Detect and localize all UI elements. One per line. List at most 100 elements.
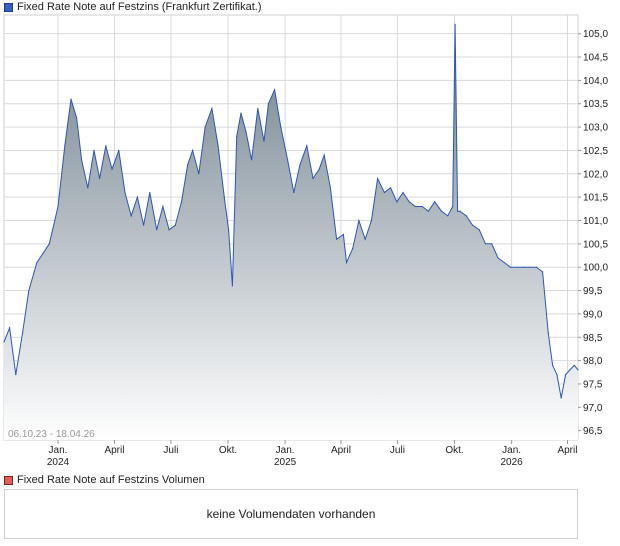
y-tick-label: 100,5 <box>583 239 608 250</box>
data-point <box>565 374 567 376</box>
y-tick-label: 104,5 <box>583 53 608 64</box>
data-point <box>383 191 385 194</box>
data-point <box>168 229 170 231</box>
data-point <box>552 364 554 366</box>
data-point <box>427 210 429 212</box>
data-point <box>217 145 219 147</box>
data-point <box>70 98 72 100</box>
data-point <box>236 135 238 137</box>
data-point <box>345 261 348 264</box>
price-legend-label: Fixed Rate Note auf Festzins (Frankfurt … <box>17 1 262 13</box>
data-point <box>64 145 66 147</box>
data-point <box>136 196 138 198</box>
data-point <box>342 233 344 236</box>
data-point <box>547 332 549 334</box>
data-point <box>478 229 480 231</box>
data-point <box>306 145 308 147</box>
data-point <box>560 397 562 399</box>
data-point <box>228 229 230 231</box>
y-tick-label: 102,5 <box>583 146 608 157</box>
x-tick-label: Juli <box>163 445 178 456</box>
y-tick-label: 97,5 <box>583 379 603 390</box>
price-legend-swatch <box>4 2 13 12</box>
data-point <box>240 112 242 114</box>
data-point <box>471 224 474 226</box>
data-point <box>364 238 366 240</box>
date-range-label: 06.10.23 - 18.04.26 <box>8 429 95 440</box>
data-point <box>28 289 30 292</box>
x-year-label: 2025 <box>274 457 297 468</box>
data-point <box>509 266 511 268</box>
data-point <box>452 205 454 208</box>
data-point <box>447 215 449 217</box>
data-point <box>162 205 164 208</box>
x-tick-label: Jan. <box>276 445 295 456</box>
x-tick-label: April <box>331 445 351 456</box>
data-point <box>87 187 89 189</box>
x-tick-label: Jan. <box>49 445 68 456</box>
data-point <box>484 243 487 245</box>
data-point <box>577 369 579 371</box>
data-point <box>143 224 145 226</box>
data-point <box>42 252 44 254</box>
data-point <box>542 271 544 273</box>
data-point <box>251 159 253 161</box>
data-point <box>329 187 331 189</box>
data-points <box>3 23 579 399</box>
y-axis: 96,5 97,0 97,5 98,0 98,5 99,0 99,5 100,0 100,5 10… <box>578 29 608 437</box>
x-year-label: 2024 <box>47 457 70 468</box>
data-point <box>192 149 194 151</box>
y-tick-label: 103,0 <box>583 123 608 134</box>
data-point <box>81 159 83 161</box>
data-point <box>370 219 372 222</box>
data-point <box>454 23 456 25</box>
data-point <box>390 187 392 189</box>
price-legend: Fixed Rate Note auf Festzins (Frankfurt … <box>4 0 262 14</box>
x-year-label: 2026 <box>500 457 523 468</box>
x-tick-label: April <box>557 445 577 456</box>
y-tick-label: 98,5 <box>583 333 603 344</box>
data-point <box>408 201 410 203</box>
data-point <box>569 369 571 371</box>
data-point <box>402 191 404 194</box>
y-tick-label: 102,0 <box>583 169 608 180</box>
data-point <box>180 201 183 203</box>
data-point <box>522 266 525 268</box>
y-tick-label: 97,0 <box>583 403 603 414</box>
data-point <box>48 243 50 245</box>
data-point <box>516 266 518 268</box>
data-point <box>287 159 289 161</box>
data-point <box>459 210 461 212</box>
data-point <box>231 285 233 287</box>
y-tick-label: 101,5 <box>583 193 608 204</box>
y-tick-label: 96,5 <box>583 426 603 437</box>
data-point <box>187 163 189 166</box>
data-point <box>274 89 276 91</box>
data-point <box>323 154 325 156</box>
data-point <box>156 229 158 231</box>
data-point <box>414 205 416 208</box>
data-point <box>22 332 24 334</box>
price-area <box>4 24 578 441</box>
data-point <box>573 364 575 366</box>
data-point <box>421 205 423 208</box>
x-tick-label: April <box>104 445 124 456</box>
volume-legend: Fixed Rate Note auf Festzins Volumen <box>4 473 205 487</box>
data-point <box>57 205 59 208</box>
data-point <box>396 201 398 203</box>
data-point <box>529 266 531 268</box>
data-point <box>174 224 176 226</box>
data-point <box>105 145 107 147</box>
data-point <box>257 107 259 109</box>
data-point <box>245 131 247 133</box>
data-point <box>312 177 314 180</box>
data-point <box>491 243 493 245</box>
data-point <box>293 191 295 194</box>
data-point <box>111 168 113 170</box>
data-point <box>76 117 78 119</box>
volume-empty-message: keine Volumendaten vorhanden <box>206 507 376 521</box>
y-tick-label: 99,0 <box>583 309 603 320</box>
y-tick-label: 104,0 <box>583 76 608 87</box>
volume-legend-swatch <box>4 475 13 485</box>
